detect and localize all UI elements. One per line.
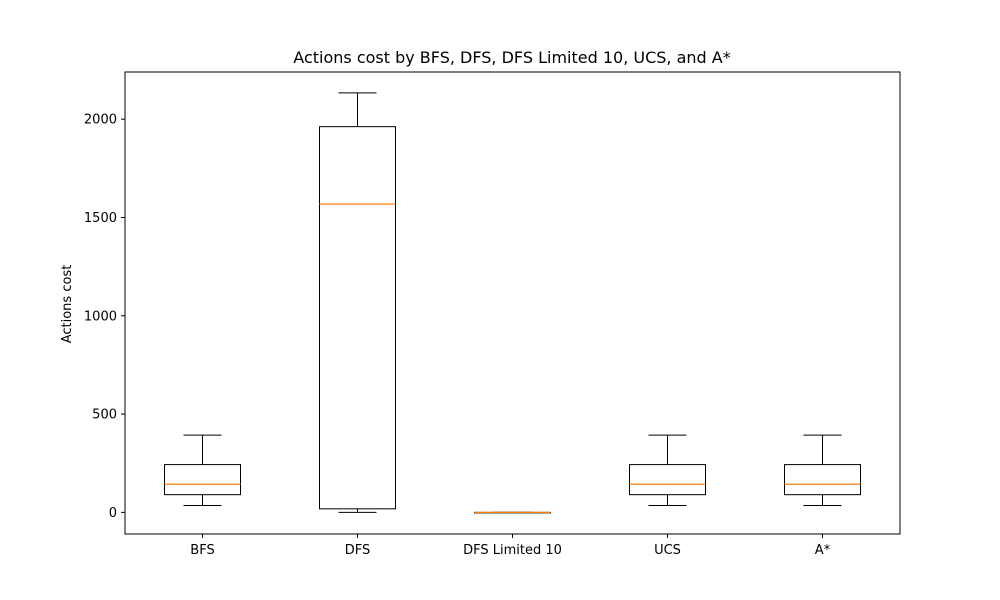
x-tick-label: DFS bbox=[345, 543, 371, 558]
box-iqr bbox=[319, 126, 396, 510]
box-iqr bbox=[784, 464, 861, 496]
plot-area: 0 500 1000 1500 2000 BFS DFS DFS Limited 10 UCS A… bbox=[84, 92, 861, 558]
box-iqr bbox=[629, 464, 706, 496]
y-tick-label: 1500 bbox=[84, 211, 117, 226]
y-tick-label: 2000 bbox=[84, 113, 117, 128]
y-tick-label: 1000 bbox=[84, 309, 117, 324]
chart-title: Actions cost by BFS, DFS, DFS Limited 10… bbox=[293, 48, 730, 67]
x-tick-label: DFS Limited 10 bbox=[463, 543, 562, 558]
box-iqr bbox=[164, 464, 241, 496]
x-tick-label: UCS bbox=[654, 543, 681, 558]
axes-frame bbox=[124, 71, 901, 535]
y-tick-label: 0 bbox=[109, 506, 117, 521]
y-axis-label: Actions cost bbox=[60, 265, 75, 344]
x-tick-label: BFS bbox=[190, 543, 214, 558]
y-tick-label: 500 bbox=[92, 408, 117, 423]
x-tick-label: A* bbox=[815, 543, 831, 558]
